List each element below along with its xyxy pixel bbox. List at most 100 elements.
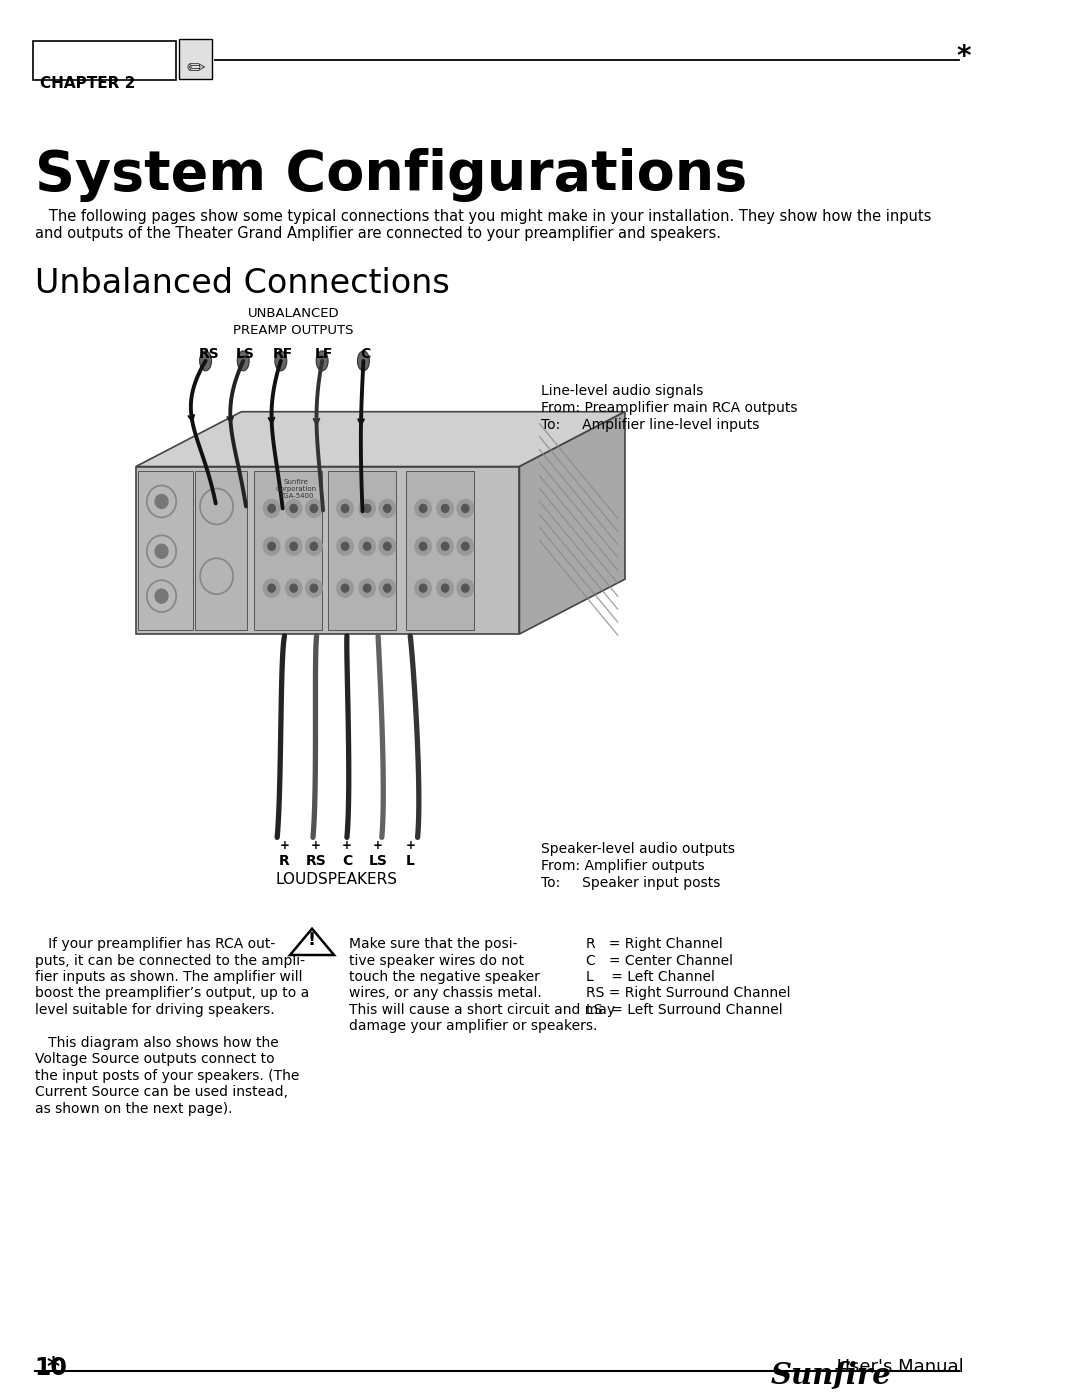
FancyBboxPatch shape — [254, 471, 322, 630]
Circle shape — [419, 584, 427, 592]
Text: From: Amplifier outputs: From: Amplifier outputs — [541, 859, 705, 873]
Circle shape — [419, 542, 427, 550]
Circle shape — [264, 500, 280, 517]
Text: LS: LS — [235, 346, 255, 360]
Text: +: + — [311, 840, 321, 852]
Text: boost the preamplifier’s output, up to a: boost the preamplifier’s output, up to a — [35, 986, 309, 1000]
Circle shape — [383, 542, 391, 550]
Text: +: + — [280, 840, 289, 852]
Circle shape — [436, 580, 454, 597]
Text: Make sure that the posi-: Make sure that the posi- — [349, 937, 517, 951]
Text: LS  = Left Surround Channel: LS = Left Surround Channel — [585, 1003, 782, 1017]
Circle shape — [291, 504, 297, 513]
Text: Line-level audio signals: Line-level audio signals — [541, 384, 704, 398]
Circle shape — [156, 495, 168, 509]
Circle shape — [341, 584, 349, 592]
Circle shape — [306, 580, 322, 597]
Circle shape — [379, 500, 395, 517]
Text: +: + — [342, 840, 352, 852]
Text: level suitable for driving speakers.: level suitable for driving speakers. — [35, 1003, 274, 1017]
Text: and outputs of the Theater Grand Amplifier are connected to your preamplifier an: and outputs of the Theater Grand Amplifi… — [35, 226, 720, 242]
Text: wires, or any chassis metal.: wires, or any chassis metal. — [349, 986, 541, 1000]
Text: L: L — [406, 855, 415, 869]
Text: LS: LS — [368, 855, 388, 869]
Text: To:     Amplifier line-level inputs: To: Amplifier line-level inputs — [541, 418, 760, 432]
Circle shape — [310, 504, 318, 513]
Text: 10: 10 — [35, 1355, 68, 1380]
Text: RS = Right Surround Channel: RS = Right Surround Channel — [585, 986, 791, 1000]
Circle shape — [310, 542, 318, 550]
Text: as shown on the next page).: as shown on the next page). — [35, 1102, 232, 1116]
Text: From: Preamplifier main RCA outputs: From: Preamplifier main RCA outputs — [541, 401, 798, 415]
Text: RS: RS — [306, 855, 326, 869]
Circle shape — [285, 500, 302, 517]
Circle shape — [364, 504, 370, 513]
Text: C: C — [360, 346, 370, 360]
Circle shape — [383, 504, 391, 513]
Text: Sunfire: Sunfire — [771, 1361, 892, 1390]
Circle shape — [291, 584, 297, 592]
Text: LF: LF — [314, 346, 333, 360]
Circle shape — [461, 542, 469, 550]
Circle shape — [285, 580, 302, 597]
Text: touch the negative speaker: touch the negative speaker — [349, 970, 540, 983]
Circle shape — [268, 504, 275, 513]
Text: fier inputs as shown. The amplifier will: fier inputs as shown. The amplifier will — [35, 970, 302, 983]
Circle shape — [291, 542, 297, 550]
Text: C: C — [341, 855, 352, 869]
FancyBboxPatch shape — [33, 41, 176, 80]
Circle shape — [461, 584, 469, 592]
FancyBboxPatch shape — [406, 471, 473, 630]
Circle shape — [341, 504, 349, 513]
Polygon shape — [291, 929, 334, 956]
Ellipse shape — [200, 351, 212, 370]
Circle shape — [359, 500, 376, 517]
Text: LOUDSPEAKERS: LOUDSPEAKERS — [275, 872, 397, 887]
Circle shape — [383, 584, 391, 592]
FancyBboxPatch shape — [194, 471, 247, 630]
Circle shape — [268, 542, 275, 550]
Circle shape — [306, 538, 322, 555]
Text: System Configurations: System Configurations — [35, 148, 747, 201]
Polygon shape — [136, 412, 625, 467]
Circle shape — [359, 538, 376, 555]
Text: This will cause a short circuit and may: This will cause a short circuit and may — [349, 1003, 615, 1017]
Text: Sunfire
Corporation
TGA-5400: Sunfire Corporation TGA-5400 — [275, 479, 318, 499]
Circle shape — [457, 538, 473, 555]
Circle shape — [268, 584, 275, 592]
Circle shape — [436, 500, 454, 517]
Text: *: * — [957, 43, 971, 71]
Text: !: ! — [308, 930, 316, 949]
Text: This diagram also shows how the: This diagram also shows how the — [35, 1035, 279, 1049]
Circle shape — [442, 542, 449, 550]
Circle shape — [415, 500, 431, 517]
Circle shape — [337, 500, 353, 517]
Text: Voltage Source outputs connect to: Voltage Source outputs connect to — [35, 1052, 274, 1066]
Ellipse shape — [238, 351, 249, 370]
FancyBboxPatch shape — [179, 39, 212, 78]
Text: puts, it can be connected to the ampli-: puts, it can be connected to the ampli- — [35, 954, 305, 968]
Text: L    = Left Channel: L = Left Channel — [585, 970, 714, 983]
Ellipse shape — [275, 351, 287, 370]
Text: R   = Right Channel: R = Right Channel — [585, 937, 723, 951]
Circle shape — [264, 580, 280, 597]
Circle shape — [310, 584, 318, 592]
Circle shape — [379, 580, 395, 597]
Text: Speaker-level audio outputs: Speaker-level audio outputs — [541, 842, 735, 856]
Polygon shape — [136, 467, 519, 634]
Ellipse shape — [357, 351, 369, 370]
Text: +: + — [374, 840, 383, 852]
Circle shape — [442, 584, 449, 592]
Text: damage your amplifier or speakers.: damage your amplifier or speakers. — [349, 1020, 597, 1034]
Circle shape — [264, 538, 280, 555]
Circle shape — [285, 538, 302, 555]
Text: R: R — [279, 855, 289, 869]
Circle shape — [457, 580, 473, 597]
Text: To:     Speaker input posts: To: Speaker input posts — [541, 876, 720, 890]
FancyBboxPatch shape — [327, 471, 395, 630]
Text: RS: RS — [199, 346, 219, 360]
Circle shape — [364, 542, 370, 550]
Circle shape — [364, 584, 370, 592]
Circle shape — [419, 504, 427, 513]
Polygon shape — [519, 412, 625, 634]
